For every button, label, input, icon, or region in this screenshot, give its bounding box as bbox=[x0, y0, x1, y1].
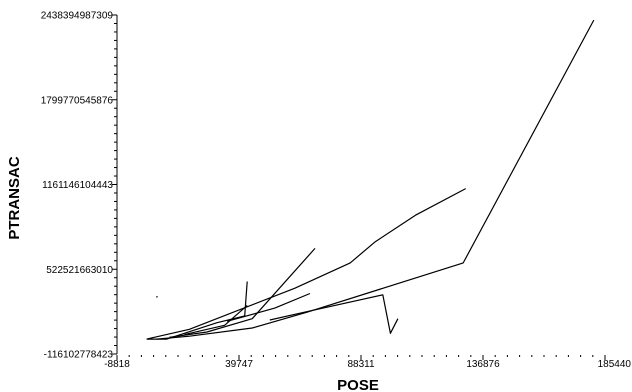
series-group bbox=[146, 19, 595, 340]
series-line-3 bbox=[156, 19, 595, 340]
x-axis-ticks: -8818 39747 88311 136876 185440 bbox=[104, 355, 631, 370]
x-axis-title: POSE bbox=[337, 377, 379, 392]
x-tick-label: 136876 bbox=[466, 359, 500, 370]
x-tick-label: 185440 bbox=[598, 359, 632, 370]
series-line-2 bbox=[146, 188, 466, 340]
plot-area: -116102778423 522521663010 1161146104443 17… bbox=[41, 11, 632, 371]
series-line-7 bbox=[269, 294, 399, 334]
series-line-6 bbox=[226, 292, 311, 322]
x-tick-label: 88311 bbox=[347, 359, 375, 370]
y-tick-label: 2438394987309 bbox=[41, 11, 114, 22]
series-line-8 bbox=[156, 295, 158, 298]
y-tick-label: 1161146104443 bbox=[42, 180, 113, 191]
x-tick-label: -8818 bbox=[104, 359, 130, 370]
series-line-5 bbox=[184, 304, 248, 336]
y-axis-title: PTRANSAC bbox=[6, 156, 23, 240]
y-axis-ticks: -116102778423 522521663010 1161146104443 17… bbox=[41, 11, 117, 361]
y-tick-label: 522521663010 bbox=[46, 265, 113, 276]
y-tick-label: -116102778423 bbox=[44, 350, 114, 361]
series-line-4 bbox=[169, 248, 316, 338]
x-tick-label: 39747 bbox=[225, 359, 253, 370]
y-tick-label: 1799770545876 bbox=[41, 95, 114, 106]
